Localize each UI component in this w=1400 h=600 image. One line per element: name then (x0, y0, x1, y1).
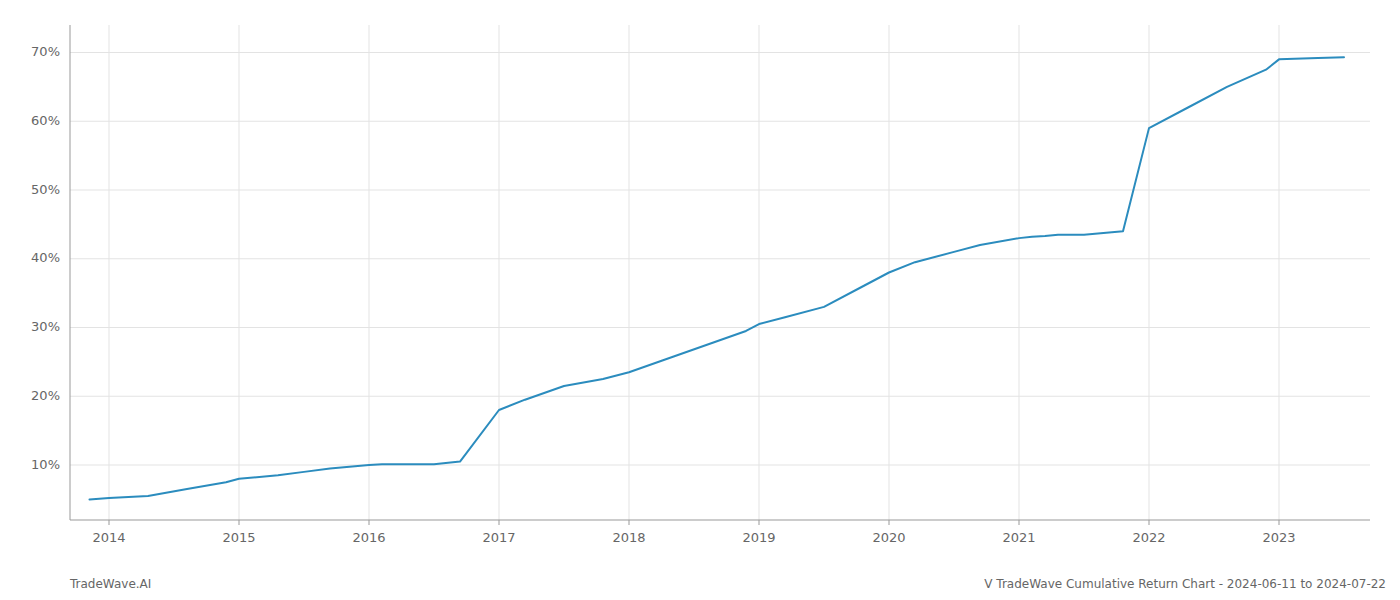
y-tick-label: 40% (31, 250, 60, 265)
x-tick-label: 2020 (872, 530, 905, 545)
x-grid-line (239, 25, 240, 520)
x-grid-line (109, 25, 110, 520)
x-tick-label: 2022 (1132, 530, 1165, 545)
y-axis-line (70, 25, 71, 520)
data-line (90, 57, 1345, 499)
grid (70, 25, 1370, 520)
x-tick-mark (369, 520, 370, 525)
x-grid-line (629, 25, 630, 520)
axes: 10% 20% 30% 40% 50% 60% 70% 2014 2015 2016 2017 201… (31, 25, 1370, 545)
y-tick-label: 10% (31, 457, 60, 472)
plot-area (90, 57, 1345, 499)
y-grid-line (70, 465, 1370, 466)
footnote: TradeWave.AI (69, 577, 151, 591)
x-tick-mark (629, 520, 630, 525)
y-grid-line (70, 258, 1370, 259)
x-tick-label: 2014 (92, 530, 125, 545)
x-grid-line (759, 25, 760, 520)
chart: 10% 20% 30% 40% 50% 60% 70% 2014 2015 2016 2017 201… (0, 0, 1400, 600)
x-tick-mark (1019, 520, 1020, 525)
x-grid-line (369, 25, 370, 520)
x-tick-label: 2019 (742, 530, 775, 545)
x-grid-line (1149, 25, 1150, 520)
x-tick-label: 2021 (1002, 530, 1035, 545)
x-grid-line (1279, 25, 1280, 520)
x-tick-mark (109, 520, 110, 525)
x-tick-mark (499, 520, 500, 525)
y-tick-label: 30% (31, 319, 60, 334)
footnote: V TradeWave Cumulative Return Chart - 20… (984, 577, 1386, 591)
x-grid-line (1019, 25, 1020, 520)
x-tick-label: 2015 (222, 530, 255, 545)
y-tick-label: 70% (31, 44, 60, 59)
y-grid-line (70, 327, 1370, 328)
y-tick-label: 50% (31, 182, 60, 197)
x-tick-mark (239, 520, 240, 525)
y-grid-line (70, 52, 1370, 53)
x-axis-line (70, 520, 1370, 521)
x-tick-mark (1149, 520, 1150, 525)
y-tick-label: 20% (31, 388, 60, 403)
y-tick-label: 60% (31, 113, 60, 128)
x-tick-mark (889, 520, 890, 525)
x-grid-line (499, 25, 500, 520)
y-grid-line (70, 190, 1370, 191)
x-tick-label: 2017 (482, 530, 515, 545)
x-tick-label: 2018 (612, 530, 645, 545)
x-tick-mark (759, 520, 760, 525)
y-grid-line (70, 396, 1370, 397)
x-tick-mark (1279, 520, 1280, 525)
y-grid-line (70, 121, 1370, 122)
x-tick-label: 2016 (352, 530, 385, 545)
x-tick-label: 2023 (1262, 530, 1295, 545)
